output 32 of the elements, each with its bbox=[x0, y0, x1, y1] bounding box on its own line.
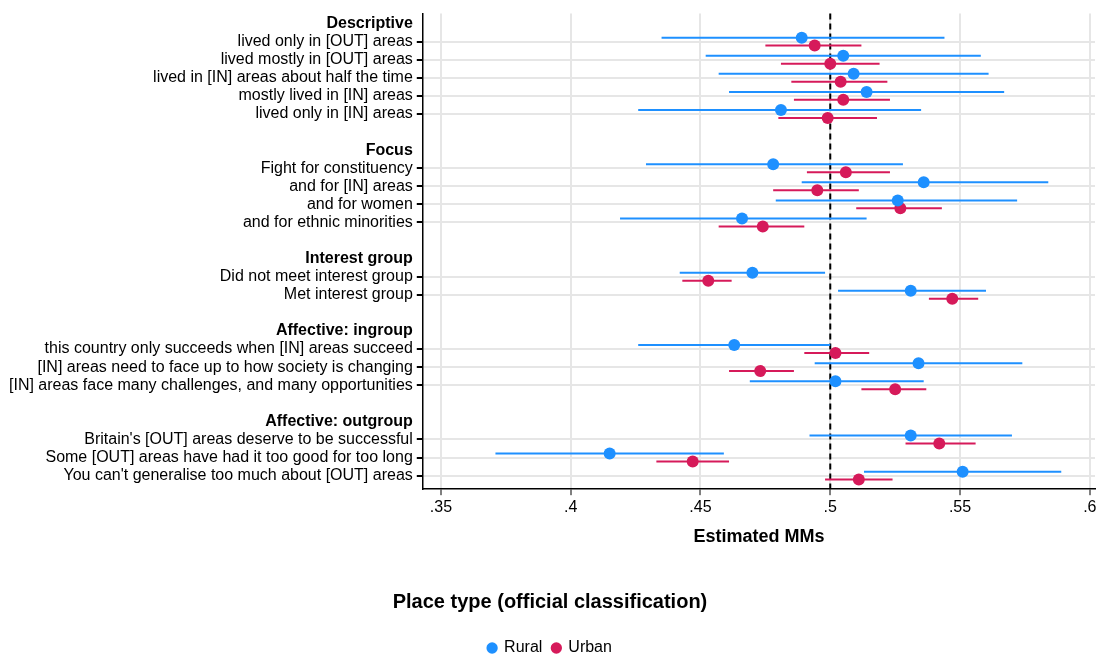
y-tick-label: Britain's [OUT] areas deserve to be successful bbox=[84, 429, 413, 447]
legend-title: Place type (official classification) bbox=[392, 589, 708, 612]
y-tick-label: lived only in [IN] areas bbox=[255, 104, 413, 122]
y-tick-label: Affective: outgroup bbox=[265, 411, 414, 429]
y-tick-label: and for ethnic minorities bbox=[242, 212, 413, 230]
y-tick-label: Affective: ingroup bbox=[275, 321, 414, 339]
x-tick-label: .4 bbox=[564, 498, 578, 516]
y-tick-label: Met interest group bbox=[283, 285, 413, 303]
x-tick-label: .5 bbox=[823, 498, 838, 516]
y-tick-label: and for women bbox=[306, 194, 413, 212]
y-tick-label: [IN] areas face many challenges, and many opportunities bbox=[9, 375, 413, 393]
y-tick-label: Focus bbox=[365, 140, 413, 158]
y-tick-label: You can't generalise too much about [OUT] areas bbox=[63, 466, 413, 484]
x-axis-title: Estimated MMs bbox=[693, 526, 825, 547]
legend-label: Urban bbox=[568, 638, 612, 656]
legend-label: Rural bbox=[504, 638, 543, 656]
y-tick-label: Some [OUT] areas have had it too good for too long bbox=[45, 447, 413, 465]
y-tick-label: Interest group bbox=[305, 249, 414, 267]
y-tick-label: Descriptive bbox=[326, 13, 413, 31]
x-tick-label: .6 bbox=[1083, 498, 1097, 516]
y-tick-label: Did not meet interest group bbox=[219, 267, 413, 285]
y-tick-label: lived in [IN] areas about half the time bbox=[153, 68, 413, 86]
x-tick-label: .35 bbox=[429, 498, 453, 516]
y-tick-label: lived only in [OUT] areas bbox=[237, 32, 413, 50]
y-tick-label: [IN] areas need to face up to how society is changing bbox=[37, 357, 413, 375]
y-tick-label: and for [IN] areas bbox=[289, 176, 413, 194]
y-tick-label: mostly lived in [IN] areas bbox=[238, 86, 413, 104]
y-tick-label: this country only succeeds when [IN] areas succeed bbox=[44, 339, 413, 357]
y-tick-label: lived mostly in [OUT] areas bbox=[220, 50, 413, 68]
x-tick-label: .45 bbox=[689, 498, 712, 516]
x-tick-label: .55 bbox=[948, 498, 972, 516]
y-tick-label: Fight for constituency bbox=[260, 158, 413, 176]
